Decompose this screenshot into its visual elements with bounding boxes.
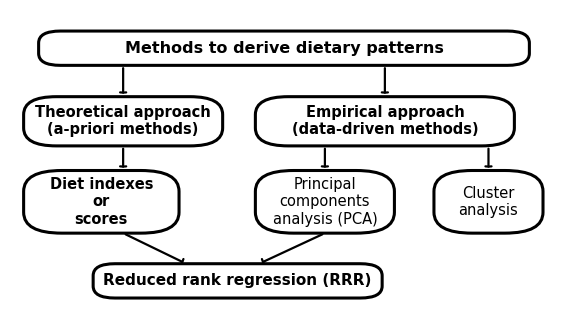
Text: Diet indexes
or
scores: Diet indexes or scores (49, 177, 153, 227)
Text: Methods to derive dietary patterns: Methods to derive dietary patterns (124, 41, 444, 56)
Text: Empirical approach
(data-driven methods): Empirical approach (data-driven methods) (291, 105, 478, 138)
FancyBboxPatch shape (24, 171, 179, 233)
FancyBboxPatch shape (24, 97, 223, 146)
FancyBboxPatch shape (434, 171, 543, 233)
Text: Reduced rank regression (RRR): Reduced rank regression (RRR) (103, 273, 372, 288)
FancyBboxPatch shape (39, 31, 529, 65)
Text: Principal
components
analysis (PCA): Principal components analysis (PCA) (273, 177, 377, 227)
FancyBboxPatch shape (256, 171, 394, 233)
FancyBboxPatch shape (93, 264, 382, 298)
Text: Cluster
analysis: Cluster analysis (458, 186, 519, 218)
Text: Theoretical approach
(a-priori methods): Theoretical approach (a-priori methods) (35, 105, 211, 138)
FancyBboxPatch shape (256, 97, 515, 146)
